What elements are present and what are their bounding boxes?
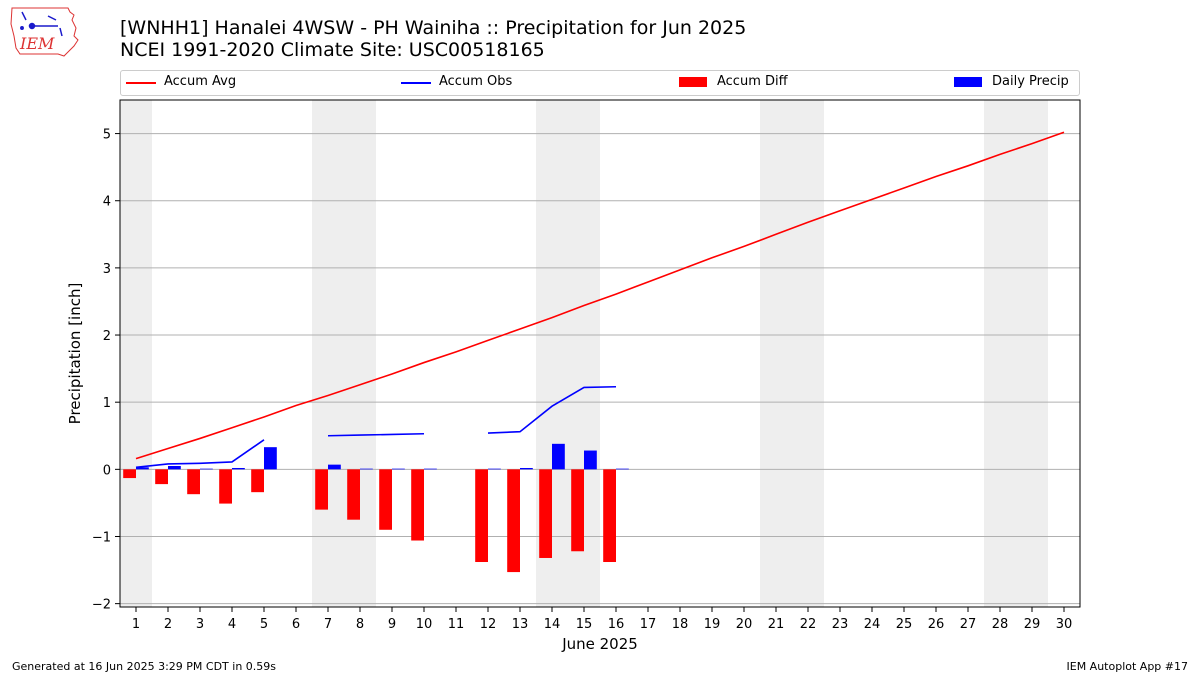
y-tick-label: 2 (103, 329, 111, 344)
accum-diff-bar (123, 469, 136, 479)
accum-obs-line (487, 385, 617, 434)
footer-app: IEM Autoplot App #17 (1066, 660, 1189, 673)
x-tick-label: 10 (416, 617, 433, 632)
x-tick-label: 6 (292, 617, 300, 632)
accum-diff-bar (315, 469, 328, 510)
accum-avg-line (135, 131, 1065, 460)
y-tick-label: 1 (103, 396, 111, 411)
accum-diff-bar (251, 469, 264, 493)
x-tick-label: 26 (928, 617, 945, 632)
x-tick-label: 18 (672, 617, 689, 632)
accum-obs-line (327, 432, 425, 437)
x-axis-label: June 2025 (561, 635, 638, 653)
x-tick-label: 4 (228, 617, 236, 632)
y-tick-label: 5 (103, 128, 111, 143)
accum-diff-bar (219, 469, 232, 504)
weekend-band (760, 100, 792, 607)
x-tick-label: 9 (388, 617, 396, 632)
x-tick-label: 13 (512, 617, 529, 632)
legend-label-daily-precip: Daily Precip (992, 74, 1069, 89)
y-tick-label: 4 (103, 195, 111, 210)
x-tick-label: 24 (864, 617, 881, 632)
x-tick-label: 30 (1056, 617, 1073, 632)
iem-logo: IEM (10, 7, 79, 57)
x-tick-label: 27 (960, 617, 977, 632)
daily-precip-bar (584, 450, 597, 470)
daily-precip-bar (360, 468, 373, 470)
accum-diff-bar (507, 469, 520, 573)
y-tick-label: −2 (92, 598, 111, 613)
x-tick-label: 22 (800, 617, 817, 632)
accum-diff-bar (379, 469, 392, 530)
legend-swatch-accum-diff (679, 77, 707, 87)
logo-text: IEM (19, 34, 55, 53)
legend-label-accum-diff: Accum Diff (717, 74, 788, 89)
x-tick-label: 20 (736, 617, 753, 632)
x-tick-label: 21 (768, 617, 785, 632)
x-tick-label: 3 (196, 617, 204, 632)
weekend-band (312, 100, 344, 607)
legend-swatch-accum-avg (126, 82, 156, 84)
daily-precip-bar (168, 465, 181, 470)
daily-precip-bar (520, 467, 533, 470)
chart-title: [WNHH1] Hanalei 4WSW - PH Wainiha :: Pre… (120, 17, 747, 39)
x-tick-label: 8 (356, 617, 364, 632)
legend-swatch-daily-precip (954, 77, 982, 87)
accum-diff-bar (347, 469, 360, 520)
x-tick-label: 5 (260, 617, 268, 632)
accum-diff-bar (475, 469, 488, 563)
y-tick-label: 3 (103, 262, 111, 277)
daily-precip-bar (552, 443, 565, 470)
weekend-band (792, 100, 824, 607)
x-tick-label: 19 (704, 617, 721, 632)
weekend-band (984, 100, 1016, 607)
legend-swatch-accum-obs (401, 82, 431, 84)
accum-diff-bar (539, 469, 552, 558)
daily-precip-bar (616, 468, 629, 470)
accum-diff-bar (571, 469, 584, 552)
x-tick-label: 11 (448, 617, 465, 632)
x-tick-label: 12 (480, 617, 497, 632)
weekend-band (344, 100, 376, 607)
weekend-band (120, 100, 152, 607)
daily-precip-bar (136, 467, 149, 470)
plot-frame (119, 99, 1081, 608)
daily-precip-bar (232, 467, 245, 470)
daily-precip-bar (328, 464, 341, 470)
legend-label-accum-obs: Accum Obs (439, 74, 513, 89)
accum-diff-bar (187, 469, 200, 495)
daily-precip-bar (200, 468, 213, 470)
x-tick-label: 7 (324, 617, 332, 632)
x-tick-label: 25 (896, 617, 913, 632)
footer-generated: Generated at 16 Jun 2025 3:29 PM CDT in … (12, 660, 277, 673)
accum-diff-bar (603, 469, 616, 563)
x-tick-label: 16 (608, 617, 625, 632)
chart-subtitle: NCEI 1991-2020 Climate Site: USC00518165 (120, 39, 545, 61)
x-tick-label: 2 (164, 617, 172, 632)
accum-obs-line (135, 439, 265, 469)
y-tick-label: −1 (92, 530, 111, 545)
x-tick-label: 23 (832, 617, 849, 632)
daily-precip-bar (488, 468, 501, 470)
accum-diff-bar (411, 469, 424, 541)
legend-label-accum-avg: Accum Avg (164, 74, 237, 89)
daily-precip-bar (392, 468, 405, 470)
x-tick-label: 29 (1024, 617, 1041, 632)
x-tick-label: 1 (132, 617, 140, 632)
x-tick-label: 15 (576, 617, 593, 632)
daily-precip-bar (264, 447, 277, 470)
y-tick-label: 0 (103, 463, 111, 478)
y-axis-label: Precipitation [inch] (66, 283, 84, 425)
accum-diff-bar (155, 469, 168, 485)
daily-precip-bar (424, 468, 437, 470)
x-tick-label: 17 (640, 617, 657, 632)
x-tick-label: 14 (544, 617, 561, 632)
x-tick-label: 28 (992, 617, 1009, 632)
weekend-band (1016, 100, 1048, 607)
legend: Accum Avg Accum Obs Accum Diff Daily Pre… (120, 70, 1080, 96)
